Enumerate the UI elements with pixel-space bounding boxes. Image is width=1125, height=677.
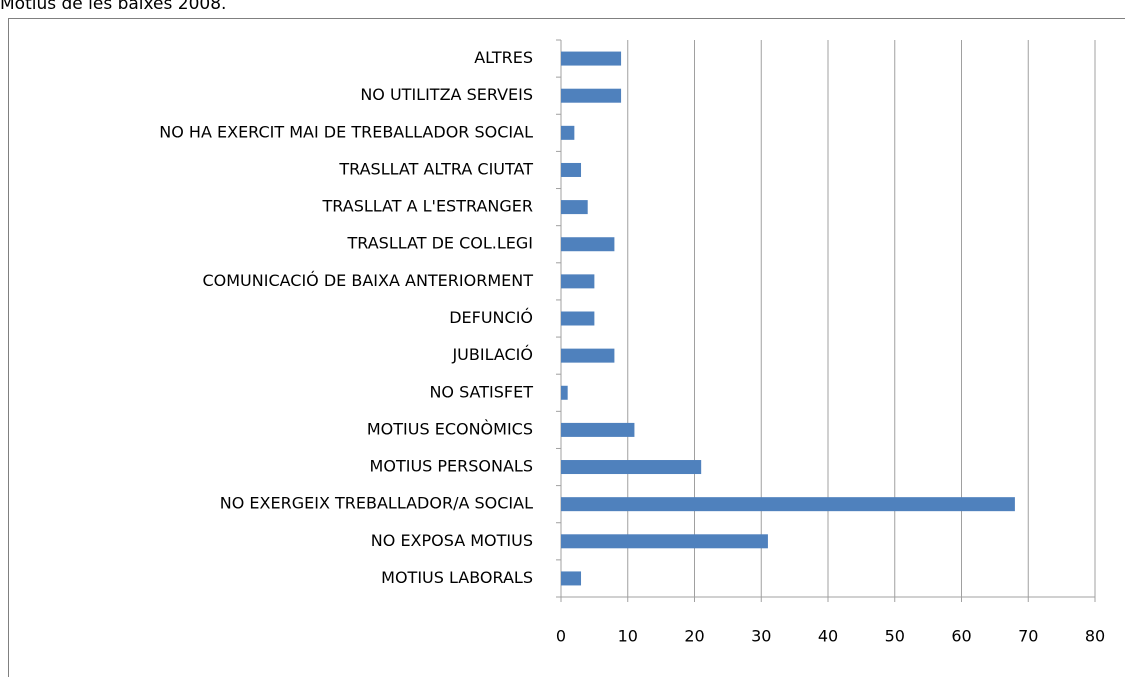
bar [561, 88, 622, 103]
y-tick-label: COMUNICACIÓ DE BAIXA ANTERIORMENT [202, 271, 533, 290]
bar [561, 460, 702, 475]
x-tick-label: 70 [1018, 627, 1038, 646]
bar [561, 162, 582, 177]
x-tick-label: 10 [618, 627, 638, 646]
y-tick-label: TRASLLAT A L'ESTRANGER [322, 197, 534, 216]
y-tick-label: NO SATISFET [429, 382, 533, 401]
x-tick-label: 60 [951, 627, 971, 646]
bar [561, 311, 595, 326]
bar [561, 385, 568, 400]
y-tick-label: DEFUNCIÓ [449, 308, 533, 327]
x-tick-label: 40 [818, 627, 838, 646]
bar [561, 348, 615, 363]
bar [561, 200, 588, 215]
bar [561, 237, 615, 252]
y-tick-label: NO UTILITZA SERVEIS [360, 85, 533, 104]
y-tick-label: MOTIUS PERSONALS [370, 457, 533, 476]
y-tick-label: NO EXERGEIX TREBALLADOR/A SOCIAL [220, 494, 533, 513]
bar [561, 422, 635, 437]
x-tick-label: 20 [684, 627, 704, 646]
bar [561, 125, 575, 140]
y-tick-label: MOTIUS LABORALS [381, 568, 533, 587]
y-tick-label: TRASLLAT ALTRA CIUTAT [338, 159, 533, 178]
x-tick-label: 30 [751, 627, 771, 646]
y-tick-label: ALTRES [474, 48, 533, 67]
y-tick-label: TRASLLAT DE COL.LEGI [346, 234, 533, 253]
y-tick-label: MOTIUS ECONÒMICS [367, 419, 533, 438]
x-tick-label: 0 [556, 627, 566, 646]
bar [561, 274, 595, 289]
bar [561, 534, 768, 549]
x-tick-label: 80 [1085, 627, 1105, 646]
x-tick-label: 50 [885, 627, 905, 646]
bar [561, 497, 1015, 512]
bar [561, 51, 622, 66]
y-tick-label: JUBILACIÓ [451, 345, 533, 364]
y-tick-label: NO HA EXERCIT MAI DE TREBALLADOR SOCIAL [159, 122, 533, 141]
y-tick-label: NO EXPOSA MOTIUS [371, 531, 533, 550]
bar [561, 571, 582, 586]
chart-title: Motius de les baixes 2008. [0, 0, 226, 14]
